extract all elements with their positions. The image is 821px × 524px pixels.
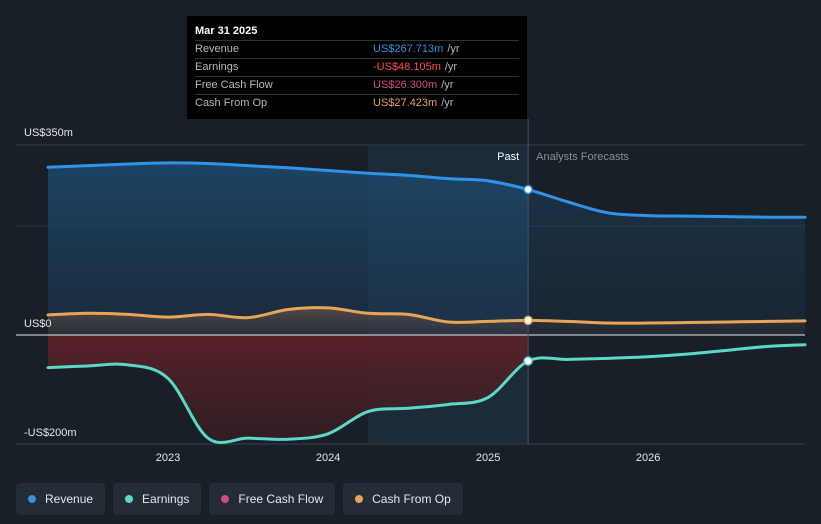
revenue-area-past xyxy=(48,162,529,335)
x-axis-label: 2025 xyxy=(476,452,500,464)
legend-item-revenue[interactable]: Revenue xyxy=(16,483,106,515)
tooltip-unit: /yr xyxy=(441,79,454,91)
x-axis-label: 2024 xyxy=(316,452,340,464)
earnings-line xyxy=(46,343,807,444)
cash-from-op-marker xyxy=(523,315,533,326)
y-axis-label: US$350m xyxy=(24,127,73,139)
tooltip-label: Cash From Op xyxy=(195,97,268,109)
legend-dot-icon xyxy=(28,495,36,503)
tooltip-label: Free Cash Flow xyxy=(195,79,273,91)
earnings-marker xyxy=(523,356,533,366)
earnings-area-past xyxy=(48,335,529,443)
series-fills xyxy=(48,162,805,443)
series-markers xyxy=(523,184,533,366)
tooltip-label: Revenue xyxy=(195,43,240,55)
legend-label: Revenue xyxy=(45,492,94,506)
cash-from-op-line xyxy=(46,306,807,325)
legend-dot-icon xyxy=(355,495,364,503)
tooltip-value: US$26.300m xyxy=(373,79,438,91)
legend-item-free-cash-flow[interactable]: Free Cash Flow xyxy=(209,483,336,515)
tooltip-date: Mar 31 2025 xyxy=(195,25,258,37)
tooltip-value: US$27.423m xyxy=(373,97,438,109)
tooltip-unit: /yr xyxy=(444,61,458,73)
y-axis-label: -US$200m xyxy=(24,427,77,439)
past-label: Past xyxy=(497,151,519,163)
x-axis-label: 2026 xyxy=(636,452,660,464)
legend-label: Cash From Op xyxy=(372,492,451,506)
legend-dot-icon xyxy=(125,495,134,503)
forecast-label: Analysts Forecasts xyxy=(536,151,629,163)
tooltip-row-free-cash-flow: Free Cash Flow US$26.300m /yr xyxy=(195,76,519,94)
y-axis-label: US$0 xyxy=(24,318,52,330)
revenue-marker xyxy=(523,184,533,195)
tooltip-unit: /yr xyxy=(441,97,454,109)
tooltip-value: US$267.713m xyxy=(373,43,444,55)
legend-dot-icon xyxy=(221,495,230,503)
x-axis-labels: 2023 2024 2025 2026 xyxy=(156,452,661,464)
tooltip-row-cash-from-op: Cash From Op US$27.423m /yr xyxy=(195,94,519,112)
tooltip-label: Earnings xyxy=(195,61,239,73)
legend-item-cash-from-op[interactable]: Cash From Op xyxy=(343,483,463,515)
revenue-area-forecast xyxy=(528,189,805,335)
tooltip-row-earnings: Earnings -US$48.105m /yr xyxy=(195,58,519,76)
legend-label: Earnings xyxy=(142,492,190,506)
y-axis-labels: US$350m US$0 -US$200m xyxy=(24,127,77,439)
legend: Revenue Earnings Free Cash Flow Cash Fro… xyxy=(16,483,463,515)
tooltip: Mar 31 2025 Revenue US$267.713m /yr Earn… xyxy=(187,16,527,119)
tooltip-value: -US$48.105m xyxy=(373,61,441,73)
legend-label: Free Cash Flow xyxy=(238,492,324,506)
tooltip-row-revenue: Revenue US$267.713m /yr xyxy=(195,40,519,58)
tooltip-unit: /yr xyxy=(447,43,460,55)
legend-item-earnings[interactable]: Earnings xyxy=(113,483,202,515)
series-lines xyxy=(16,161,807,444)
x-axis-label: 2023 xyxy=(156,452,180,464)
revenue-line xyxy=(46,161,807,219)
